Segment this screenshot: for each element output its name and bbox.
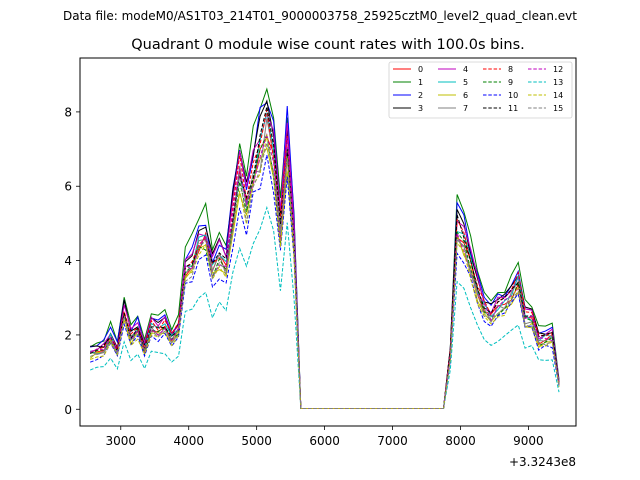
- x-tick-label: 4000: [173, 434, 204, 448]
- plot-frame: [79, 57, 577, 427]
- series-line-10: [90, 154, 560, 410]
- legend-label-2: 2: [418, 91, 423, 100]
- series-line-1: [89, 87, 560, 410]
- legend-label-4: 4: [463, 65, 468, 74]
- series-layer: [89, 87, 560, 410]
- y-tick-label: 2: [64, 328, 72, 342]
- x-axis: 3000 4000 5000 6000 7000 8000 9000: [105, 426, 544, 448]
- legend-label-3: 3: [418, 104, 423, 113]
- legend-label-9: 9: [508, 78, 513, 87]
- y-tick-label: 4: [64, 254, 72, 268]
- legend-frame: [388, 61, 573, 119]
- legend-label-15: 15: [553, 104, 563, 113]
- legend-label-5: 5: [463, 78, 468, 87]
- figure-suptitle: Data file: modeM0/AS1T03_214T01_90000037…: [63, 9, 577, 23]
- legend-label-1: 1: [418, 78, 423, 87]
- legend-label-12: 12: [553, 65, 563, 74]
- series-line-13: [89, 205, 560, 410]
- series-line-15: [90, 142, 560, 410]
- series-line-14: [90, 134, 560, 410]
- y-tick-label: 0: [64, 403, 72, 417]
- legend-label-13: 13: [553, 78, 563, 87]
- x-tick-label: 9000: [513, 434, 544, 448]
- series-line-12: [89, 132, 560, 410]
- y-tick-label: 6: [64, 180, 72, 194]
- legend-label-7: 7: [463, 104, 468, 113]
- x-tick-label: 3000: [105, 434, 136, 448]
- y-tick-label: 8: [64, 105, 72, 119]
- plot-area: 3000 4000 5000 6000 7000 8000 9000 0 2 4 6 8 +3.32…: [64, 57, 577, 469]
- x-tick-label: 7000: [377, 434, 408, 448]
- legend-label-14: 14: [553, 91, 563, 100]
- x-tick-label: 5000: [241, 434, 272, 448]
- y-axis: 0 2 4 6 8: [64, 105, 80, 417]
- x-tick-label: 6000: [309, 434, 340, 448]
- legend-label-8: 8: [508, 65, 513, 74]
- legend-label-0: 0: [418, 65, 423, 74]
- x-offset-label: +3.3243e8: [509, 455, 576, 469]
- series-line-4: [90, 112, 560, 410]
- legend-label-11: 11: [508, 104, 518, 113]
- chart-title: Quadrant 0 module wise count rates with …: [131, 37, 525, 53]
- x-tick-label: 8000: [445, 434, 476, 448]
- legend-label-10: 10: [508, 91, 518, 100]
- legend-label-6: 6: [463, 91, 468, 100]
